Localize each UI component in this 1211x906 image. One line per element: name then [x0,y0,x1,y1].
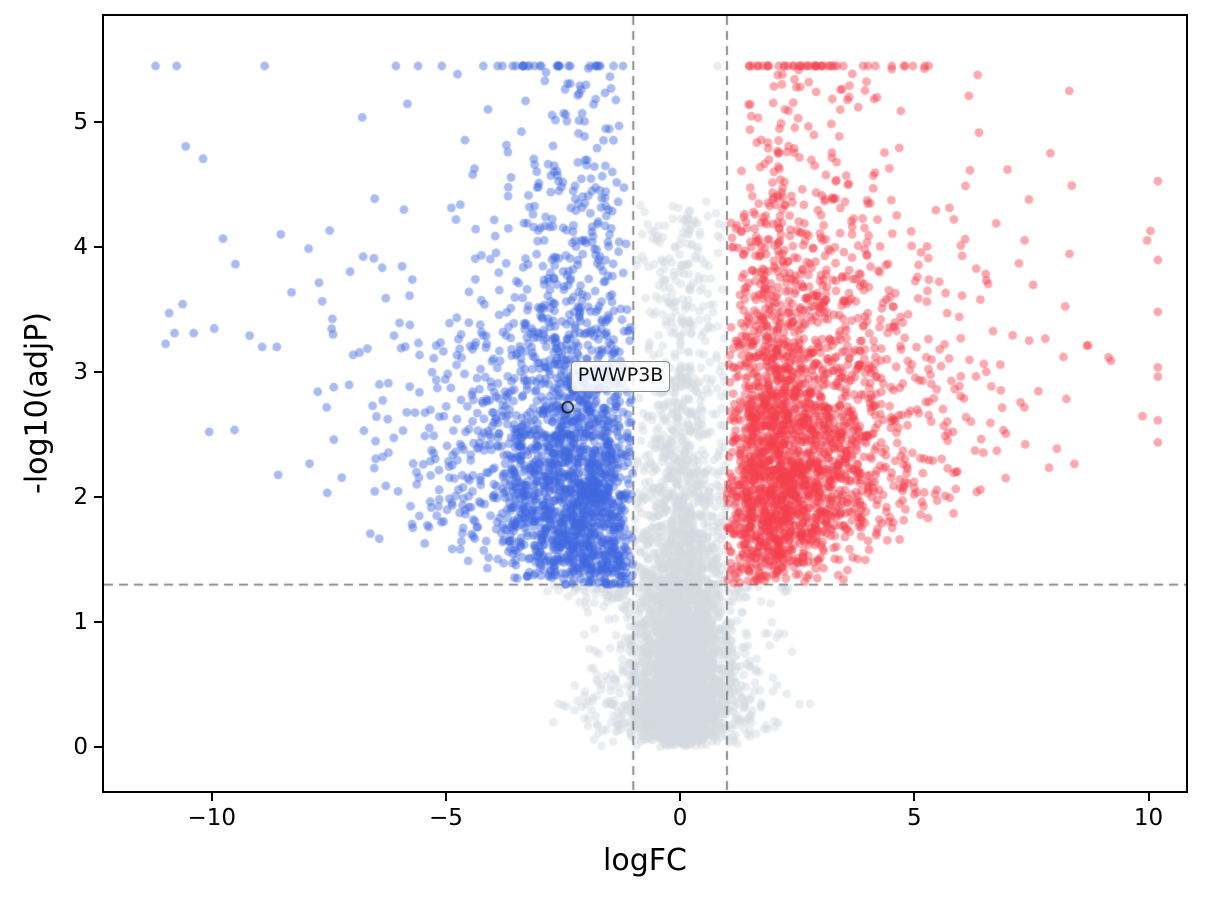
x-axis-tick-mark [444,793,447,801]
y-axis-tick-label: 3 [73,359,88,386]
y-axis-tick-mark [94,746,102,749]
y-axis-tick-mark [94,121,102,124]
volcano-scatter-canvas [104,16,1186,791]
y-axis-title: -log10(adjP) [19,312,55,494]
y-axis-tick-label: 5 [73,109,88,136]
x-axis-title: logFC [603,843,687,878]
y-axis-tick-label: 2 [73,484,88,511]
y-axis-tick-mark [94,621,102,624]
y-axis-tick-label: 4 [73,234,88,261]
x-axis-tick-label: 5 [907,805,922,831]
x-axis-tick-label: −5 [428,805,463,831]
y-axis-tick-mark [94,496,102,499]
y-axis-tick-label: 1 [73,609,88,636]
x-axis-tick-label: 0 [672,805,688,831]
gene-annotation-label: PWWP3B [570,361,671,392]
y-axis-tick-mark [94,246,102,249]
x-axis-tick-mark [913,793,916,801]
x-axis-tick-mark [1147,793,1150,801]
y-axis-tick-mark [94,371,102,374]
plot-area: PWWP3B [102,14,1188,793]
x-axis-tick-label: 10 [1133,805,1164,831]
x-axis-tick-mark [210,793,213,801]
y-axis-tick-label: 0 [73,734,88,761]
x-axis-tick-mark [679,793,682,801]
x-axis-tick-label: −10 [187,805,236,831]
